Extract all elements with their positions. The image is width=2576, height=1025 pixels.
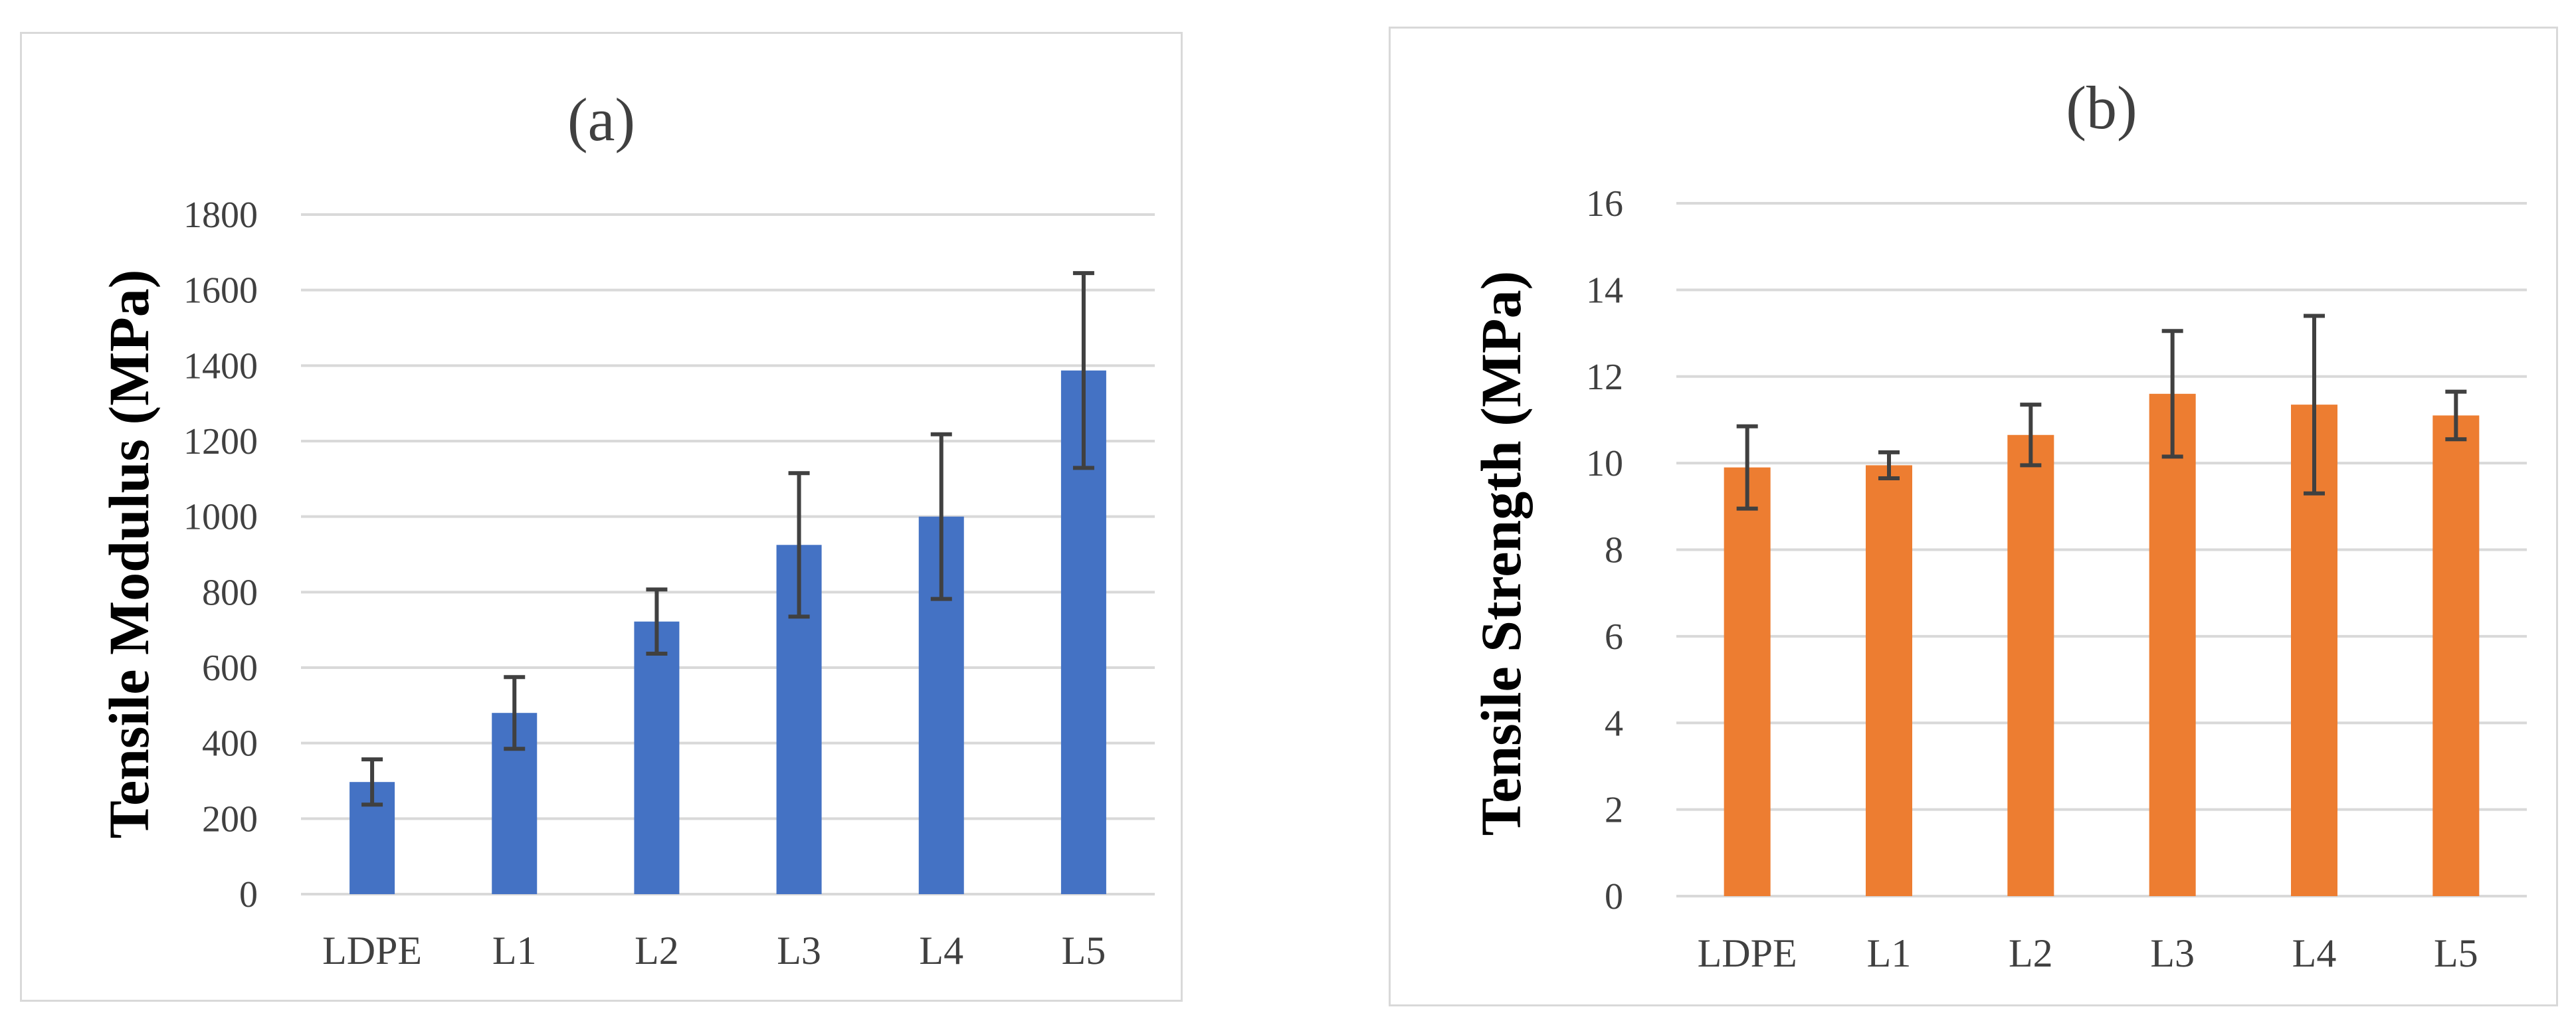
chart-b-y-tick-label: 16 — [1586, 183, 1623, 225]
chart-a-y-tick-label: 800 — [202, 572, 258, 613]
chart-b-y-tick-label: 14 — [1586, 270, 1623, 311]
chart-a-x-tick-label: L4 — [919, 929, 963, 973]
chart-b-title: (b) — [2066, 74, 2137, 141]
chart-b-y-tick-label: 12 — [1586, 357, 1623, 398]
chart-b-y-tick-label: 8 — [1605, 530, 1623, 571]
chart-b-svg: 0 2 4 6 8 10 12 14 16 (b) Tensile Strength (MPa) LD… — [1469, 74, 2527, 975]
chart-b-bar-ldpe — [1724, 467, 1771, 896]
chart-b-x-tick-label: L1 — [1867, 931, 1912, 975]
chart-a-y-tick-label: 1200 — [183, 421, 258, 462]
chart-a-x-tick-label: L5 — [1062, 929, 1106, 973]
chart-b-bar-l3 — [2149, 393, 2196, 896]
chart-b-y-tick-label: 2 — [1605, 790, 1623, 831]
chart-b-bar-l2 — [2007, 434, 2054, 896]
chart-b-y-tick-label: 4 — [1605, 703, 1623, 744]
chart-panel-b: 0 2 4 6 8 10 12 14 16 (b) Tensile Strength (MPa) LD… — [1389, 27, 2558, 1006]
chart-b-bar-l1 — [1866, 465, 1912, 896]
chart-b-y-tick-label: 6 — [1605, 616, 1623, 658]
chart-a-x-tick-label: L1 — [492, 929, 537, 973]
chart-b-x-tick-label: L2 — [2009, 931, 2053, 975]
chart-b-y-tick-label: 10 — [1586, 443, 1623, 484]
chart-a-x-tick-label: L3 — [777, 929, 821, 973]
chart-a-y-tick-label: 400 — [202, 723, 258, 765]
chart-a-y-tick-label: 1800 — [183, 195, 258, 236]
chart-panel-a: 0 200 400 600 800 1000 1200 1400 1600 1800 (a) Tens… — [20, 32, 1183, 1002]
chart-a-x-tick-label: L2 — [635, 929, 679, 973]
chart-a-x-tick-label: LDPE — [322, 929, 422, 973]
chart-a-y-tick-label: 1600 — [183, 270, 258, 312]
chart-b-x-tick-label: L5 — [2434, 931, 2478, 975]
chart-b-x-tick-label: LDPE — [1698, 931, 1797, 975]
chart-a-y-tick-label: 600 — [202, 648, 258, 689]
chart-b-y-axis-label: Tensile Strength (MPa) — [1469, 271, 1533, 836]
chart-a-title: (a) — [567, 86, 635, 153]
chart-b-y-tick-label: 0 — [1605, 876, 1623, 917]
chart-a-svg: 0 200 400 600 800 1000 1200 1400 1600 1800 (a) Tens… — [97, 86, 1155, 973]
chart-b-x-tick-label: L3 — [2150, 931, 2195, 975]
chart-a-y-axis-label: Tensile Modulus (MPa) — [97, 270, 161, 839]
chart-a-y-tick-label: 1400 — [183, 345, 258, 387]
chart-a-y-tick-label: 0 — [239, 874, 258, 915]
chart-a-bar-l2 — [634, 621, 680, 894]
chart-a-y-tick-label: 1000 — [183, 497, 258, 538]
chart-b-x-tick-label: L4 — [2292, 931, 2337, 975]
chart-b-bar-l5 — [2432, 415, 2480, 896]
chart-a-y-tick-label: 200 — [202, 798, 258, 840]
